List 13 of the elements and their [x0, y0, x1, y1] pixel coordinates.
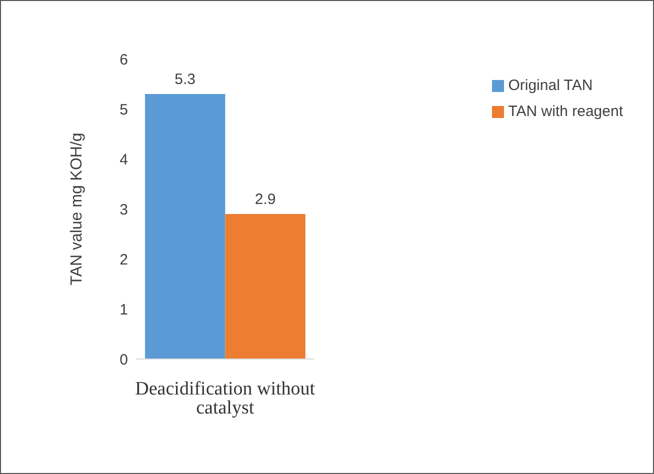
y-axis-title: TAN value mg KOH/g — [68, 132, 86, 286]
y-tick-label: 0 — [120, 351, 128, 368]
y-tick-label: 1 — [120, 301, 128, 318]
x-tick-label: Deacidification without catalyst — [135, 378, 316, 418]
y-tick-label: 4 — [120, 151, 128, 168]
y-tick-label: 5 — [120, 101, 128, 118]
y-tick-label: 3 — [120, 201, 128, 218]
legend-label: Original TAN — [508, 77, 593, 94]
y-tick-label: 6 — [120, 51, 128, 68]
legend-label: TAN with reagent — [508, 103, 623, 120]
data-label: 2.9 — [254, 191, 276, 208]
data-label: 5.3 — [174, 71, 196, 88]
y-tick-label: 2 — [120, 251, 128, 268]
